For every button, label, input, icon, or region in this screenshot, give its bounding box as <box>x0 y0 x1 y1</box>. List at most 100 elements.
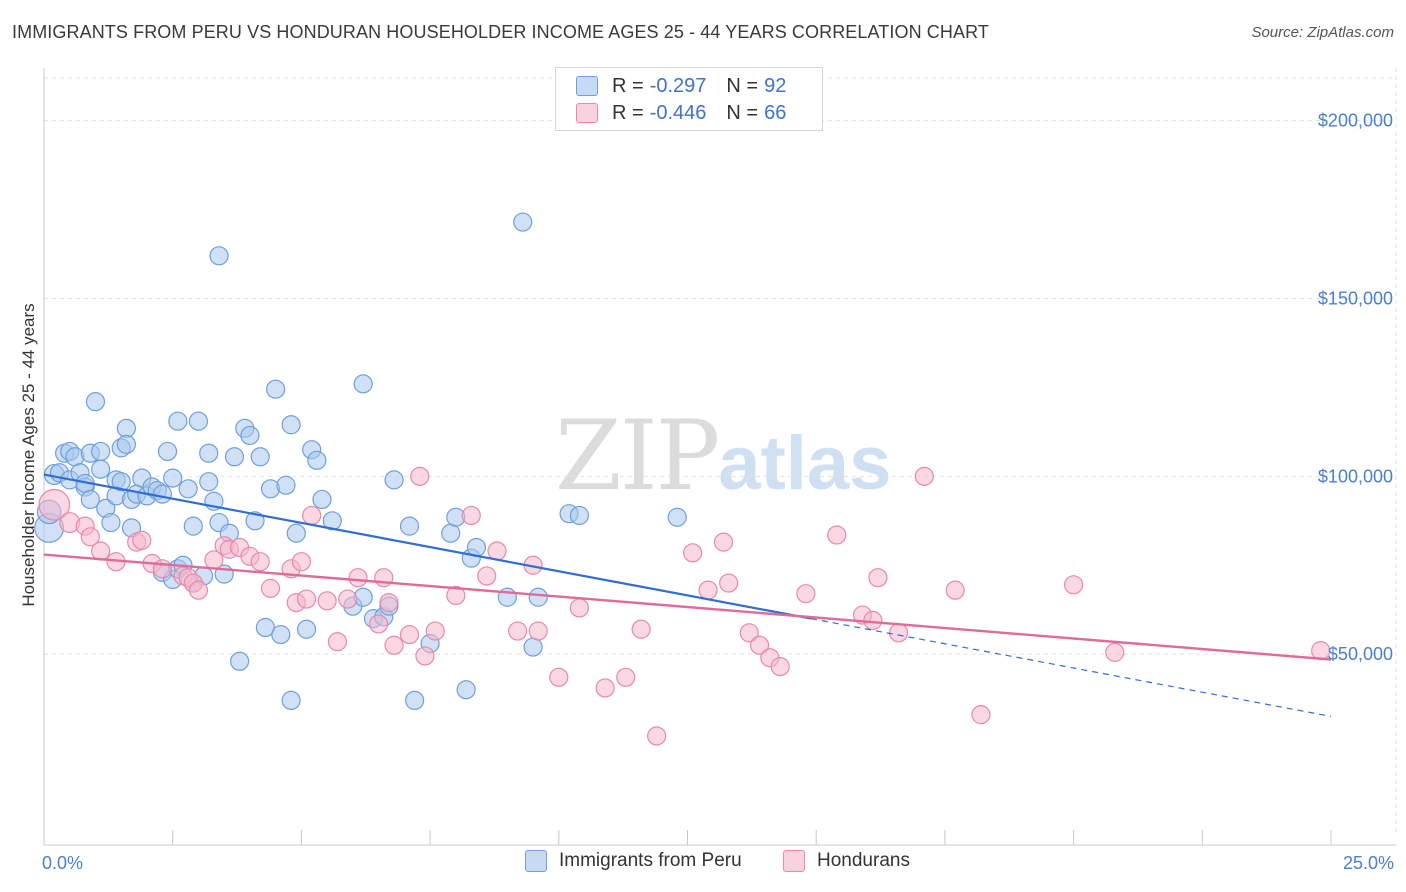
peru-point <box>276 475 296 495</box>
honduran-point <box>616 667 636 687</box>
honduran-point <box>415 646 435 666</box>
trend-lines <box>43 473 1332 718</box>
peru-point <box>667 507 687 527</box>
honduran-point <box>528 621 548 641</box>
honduran-point <box>80 527 100 547</box>
honduran-point <box>549 667 569 687</box>
honduran-point <box>739 623 759 643</box>
axes <box>43 68 1396 846</box>
peru-point <box>250 447 270 467</box>
honduran-point <box>374 568 394 588</box>
peru-swatch <box>576 76 598 96</box>
peru-point <box>384 470 404 490</box>
honduran-point <box>569 598 589 618</box>
peru-point <box>163 468 183 488</box>
honduran-point <box>1105 642 1125 662</box>
honduran-point <box>327 632 348 652</box>
peru-point <box>91 441 111 462</box>
honduran-point <box>647 726 667 746</box>
honduran-point <box>250 552 270 572</box>
honduran-point <box>348 568 368 588</box>
honduran-point <box>425 621 445 641</box>
bottom-legend-honduran: Hondurans <box>783 850 910 872</box>
honduran-point <box>796 584 816 604</box>
peru-point <box>240 425 260 446</box>
honduran-point <box>945 580 965 600</box>
y-axis-label: Householder Income Ages 25 - 44 years <box>19 303 38 606</box>
peru-point <box>157 441 178 462</box>
legend-n-value: 92 <box>764 74 787 97</box>
y-tick-label: $50,000 <box>1328 644 1393 664</box>
peru-point <box>405 690 425 711</box>
peru-point <box>307 450 327 470</box>
peru-trend-line <box>43 473 812 620</box>
honduran-point <box>132 530 152 550</box>
honduran-point <box>399 625 420 645</box>
peru-point <box>312 489 332 510</box>
watermark: ZIPatlas <box>555 400 891 512</box>
y-tick-labels: $50,000 $100,000 $150,000 $200,000 <box>1318 111 1393 664</box>
honduran-point <box>863 610 883 630</box>
peru-point <box>353 374 373 394</box>
honduran-point <box>296 589 317 609</box>
peru-point <box>286 523 306 543</box>
honduran-point <box>260 578 281 598</box>
honduran-point <box>410 466 430 486</box>
peru-point <box>569 505 589 526</box>
legend-r-label: R = <box>612 74 644 97</box>
honduran-point <box>317 591 337 611</box>
peru-point <box>80 489 100 510</box>
y-tick-label: $150,000 <box>1318 289 1393 309</box>
peru-point <box>528 587 548 607</box>
peru-point <box>281 690 301 711</box>
honduran-point <box>487 541 507 561</box>
peru-point <box>281 415 301 435</box>
legend-r-label: R = <box>612 101 644 124</box>
honduran-point <box>302 505 322 526</box>
honduran-point <box>888 623 909 643</box>
peru-point <box>152 484 173 504</box>
peru-point <box>266 379 286 399</box>
y-tick-label: $200,000 <box>1318 111 1393 131</box>
peru-point <box>513 212 533 232</box>
watermark-atlas: atlas <box>718 421 892 506</box>
peru-point <box>183 516 203 536</box>
peru-point <box>523 637 543 657</box>
honduran-point <box>719 573 739 593</box>
peru-point <box>224 447 245 467</box>
honduran-point <box>338 589 358 609</box>
x-tick-label: 0.0% <box>42 853 83 873</box>
peru-trend-extension <box>810 618 1332 718</box>
peru-swatch <box>525 850 547 872</box>
peru-point <box>271 625 291 645</box>
legend-n-value: 66 <box>764 101 787 124</box>
honduran-point <box>683 543 703 563</box>
chart-title: IMMIGRANTS FROM PERU VS HONDURAN HOUSEHO… <box>12 22 989 42</box>
honduran-point <box>91 541 111 561</box>
peru-point <box>116 434 136 454</box>
peru-point <box>85 392 106 412</box>
peru-point <box>399 516 420 536</box>
peru-point <box>101 512 121 533</box>
source-note: Source: ZipAtlas.com <box>1251 24 1394 41</box>
honduran-point <box>446 585 466 606</box>
peru-point <box>245 511 265 531</box>
honduran-point <box>38 488 71 521</box>
peru-point <box>456 680 476 700</box>
peru-point <box>178 479 198 499</box>
peru-series-label: Immigrants from Peru <box>559 850 742 871</box>
x-tick-label: 25.0% <box>1343 853 1394 873</box>
honduran-series-label: Hondurans <box>817 850 910 871</box>
peru-point <box>296 619 317 639</box>
peru-points <box>34 212 687 711</box>
honduran-point <box>508 621 528 641</box>
watermark-zip: ZIP <box>555 400 720 512</box>
honduran-swatch <box>783 850 805 872</box>
honduran-point <box>749 635 770 655</box>
honduran-point <box>379 592 399 613</box>
x-tick-labels: 0.0% 25.0% <box>42 853 1394 873</box>
honduran-swatch <box>576 103 598 123</box>
legend-n-label: N = <box>726 101 759 124</box>
legend-r-value: -0.446 <box>649 101 707 124</box>
